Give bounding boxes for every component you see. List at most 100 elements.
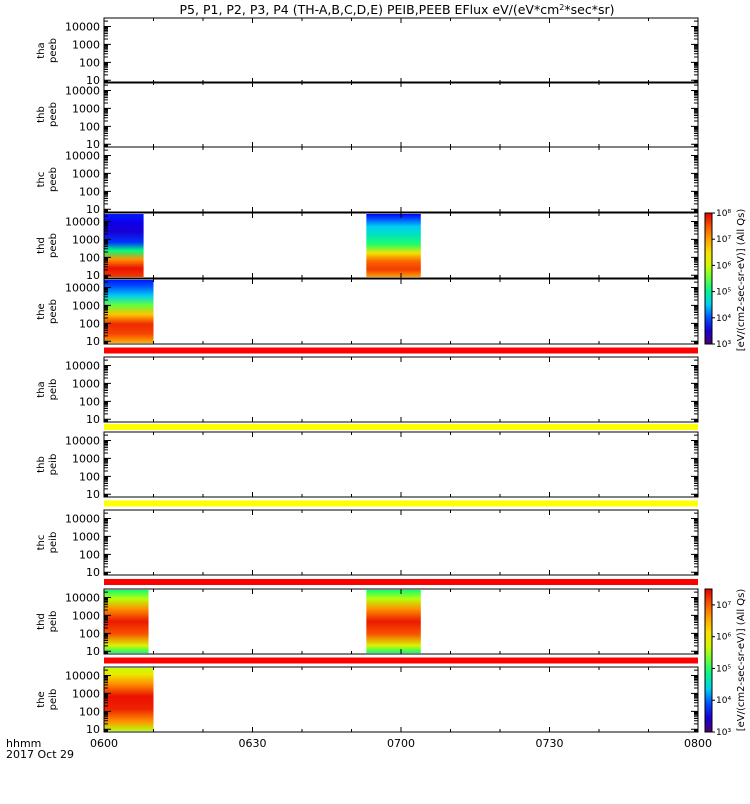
y-tick-label: 1000 xyxy=(72,233,100,246)
x-axis-label: hhmm xyxy=(6,737,41,750)
panel-label-instrument: peeb xyxy=(48,299,59,324)
data-segment-thd-peib-1 xyxy=(366,590,421,653)
panel-frame-thc-peib xyxy=(103,509,699,576)
y-tick-label: 1000 xyxy=(72,102,100,115)
y-ticks-tha-peeb xyxy=(104,17,698,84)
y-tick-label: 10 xyxy=(86,203,100,216)
data-segment-the-peib-0 xyxy=(104,668,154,731)
y-tick-label: 1000 xyxy=(72,609,100,622)
y-ticks-thc-peeb xyxy=(104,146,698,213)
x-ticks-thd-peeb xyxy=(103,213,699,278)
y-tick-label: 100 xyxy=(79,395,100,408)
colorbar-tick-label: 10⁷ xyxy=(716,235,731,245)
panel-frame-the-peib xyxy=(103,666,699,733)
colorbar-tick-label: 10⁵ xyxy=(716,664,731,674)
y-tick-label: 10 xyxy=(86,645,100,658)
y-tick-label: 100 xyxy=(79,548,100,561)
y-tick-label: 10000 xyxy=(65,282,100,295)
x-ticks-thc-peib xyxy=(103,510,699,575)
y-tick-label: 10 xyxy=(86,138,100,151)
y-tick-label: 10 xyxy=(86,74,100,87)
y-tick-label: 100 xyxy=(79,120,100,133)
panel-label-instrument: peib xyxy=(48,689,59,711)
panel-label-instrument: peeb xyxy=(48,233,59,258)
y-tick-label: 10 xyxy=(86,488,100,501)
x-ticks-thd-peib xyxy=(103,589,699,654)
panel-frame-thb-peeb xyxy=(103,81,699,148)
colorbar-0: 10³ 10⁴ 10⁵ 10⁶ 10⁷ 10⁸ [eV/(cm2-sec-sr-eV)] (… xyxy=(704,209,747,352)
y-tick-label: 10 xyxy=(86,413,100,426)
y-tick-label: 1000 xyxy=(72,299,100,312)
y-tick-label: 10000 xyxy=(65,670,100,683)
panel-thb-peeb: 10 100 1000 10000 thb peeb xyxy=(36,81,699,151)
data-segment-the-peeb-0 xyxy=(104,280,154,343)
colorbar-scale-1 xyxy=(704,588,713,733)
colorbar-tick-label: 10⁵ xyxy=(716,288,731,298)
panel-label-probe: thd xyxy=(36,613,47,630)
flag-bar-thb-peib xyxy=(104,500,698,507)
colorbar-label: [eV/(cm2-sec-sr-eV)] (All Qs) xyxy=(736,209,747,352)
y-tick-label: 100 xyxy=(79,470,100,483)
flag-bar-thd-peib xyxy=(104,657,698,664)
panel-label-instrument: peeb xyxy=(48,102,59,127)
colorbar-tick-label: 10³ xyxy=(716,340,731,350)
y-tick-label: 100 xyxy=(79,317,100,330)
data-segment-thd-peib-0 xyxy=(104,590,149,653)
y-tick-label: 10 xyxy=(86,566,100,579)
y-tick-label: 100 xyxy=(79,251,100,264)
chart-title: P5, P1, P2, P3, P4 (TH-A,B,C,D,E) PEIB,P… xyxy=(180,2,615,17)
y-tick-label: 100 xyxy=(79,185,100,198)
y-ticks-thc-peib xyxy=(104,509,698,576)
colorbar-tick-label: 10³ xyxy=(716,728,731,738)
y-tick-label: 10000 xyxy=(65,435,100,448)
y-tick-label: 10000 xyxy=(65,21,100,34)
panel-label-instrument: peeb xyxy=(48,167,59,192)
y-ticks-thd-peib xyxy=(104,588,698,655)
y-tick-label: 10000 xyxy=(65,150,100,163)
panel-label-probe: the xyxy=(36,691,47,707)
y-tick-label: 1000 xyxy=(72,687,100,700)
y-tick-label: 10000 xyxy=(65,513,100,526)
x-ticks-tha-peib xyxy=(103,357,699,422)
y-tick-label: 1000 xyxy=(72,530,100,543)
y-tick-label: 1000 xyxy=(72,452,100,465)
colorbar-tick-label: 10⁸ xyxy=(716,209,731,219)
y-tick-label: 10 xyxy=(86,269,100,282)
colorbar-tick-label: 10⁶ xyxy=(716,261,731,271)
y-ticks-thb-peeb xyxy=(104,81,698,148)
panel-label-probe: tha xyxy=(36,42,47,58)
panel-thd-peib: 10 100 1000 10000 thd peib xyxy=(36,588,699,664)
x-ticks-thc-peeb xyxy=(103,147,699,212)
panel-frame-thc-peeb xyxy=(103,146,699,213)
panel-frame-tha-peeb xyxy=(103,17,699,84)
colorbar-label: [eV/(cm2-sec-sr-eV)] (All Qs) xyxy=(736,589,747,732)
y-tick-label: 10000 xyxy=(65,360,100,373)
data-segment-thd-peeb-0 xyxy=(104,214,144,277)
y-tick-label: 10 xyxy=(86,335,100,348)
x-tick-label: 0600 xyxy=(90,737,118,750)
x-ticks-thb-peib xyxy=(103,432,699,497)
panel-tha-peeb: 10 100 1000 10000 tha peeb xyxy=(36,17,699,87)
y-tick-label: 10000 xyxy=(65,592,100,605)
colorbars: 10³ 10⁴ 10⁵ 10⁶ 10⁷ 10⁸ [eV/(cm2-sec-sr-eV)] (… xyxy=(704,209,747,738)
colorbar-tick-label: 10⁷ xyxy=(716,601,731,611)
panel-label-probe: thc xyxy=(36,172,47,188)
panel-thd-peeb: 10 100 1000 10000 thd peeb xyxy=(36,212,699,282)
panel-frame-the-peeb xyxy=(103,278,699,345)
y-tick-label: 100 xyxy=(79,627,100,640)
y-tick-label: 10 xyxy=(86,723,100,736)
x-tick-label: 0630 xyxy=(239,737,267,750)
panel-label-instrument: peib xyxy=(48,532,59,554)
panel-the-peeb: 10 100 1000 10000 the peeb xyxy=(36,278,699,354)
panel-frame-thb-peib xyxy=(103,431,699,498)
y-ticks-the-peeb xyxy=(104,278,698,345)
panel-label-probe: the xyxy=(36,303,47,319)
x-tick-label: 0800 xyxy=(684,737,712,750)
y-ticks-thd-peeb xyxy=(104,212,698,279)
panel-thc-peeb: 10 100 1000 10000 thc peeb xyxy=(36,146,699,216)
y-ticks-thb-peib xyxy=(104,431,698,498)
colorbar-scale-0 xyxy=(704,212,713,345)
